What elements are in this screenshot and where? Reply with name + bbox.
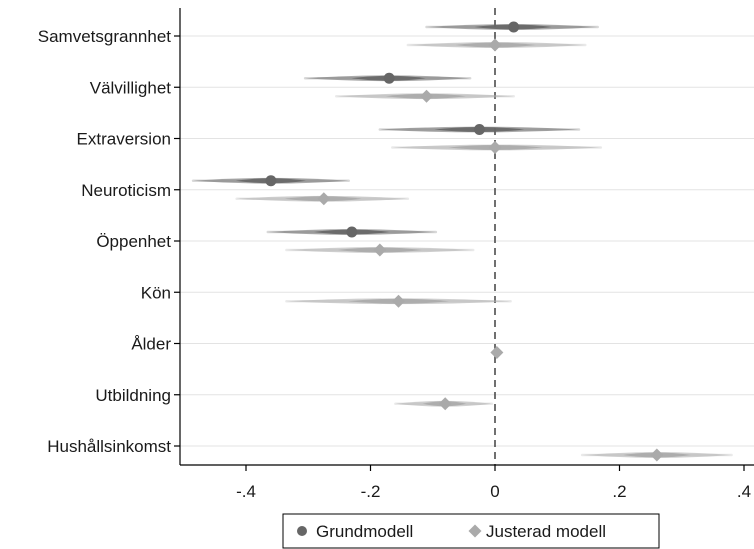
y-tick-label-alder: Ålder [131, 335, 171, 354]
legend-marker-justerad-modell [468, 524, 482, 538]
x-tick-label-0: -.4 [236, 482, 256, 501]
y-tick-label-kon: Kön [141, 283, 171, 302]
legend-label-justerad-modell: Justerad modell [486, 522, 606, 541]
marker-grundmodell-neuroticism [265, 175, 277, 187]
axes: Samvetsgrannhet Välvillighet Extraversion N… [38, 8, 754, 501]
y-tick-label-valvillighet: Välvillighet [90, 78, 172, 97]
y-tick-label-extraversion: Extraversion [77, 130, 171, 149]
marker-grundmodell-samvetsgrannhet [508, 21, 520, 33]
marker-grundmodell-oppenhet [346, 226, 358, 238]
legend-marker-grundmodell [297, 526, 307, 536]
x-tick-label-4: .4 [737, 482, 751, 501]
y-tick-label-neuroticism: Neuroticism [81, 181, 171, 200]
grid-lines [180, 35, 754, 447]
marker-justerad-modell-samvetsgrannhet [488, 38, 502, 52]
marker-justerad-modell-oppenhet [373, 243, 387, 257]
x-tick-label-1: -.2 [361, 482, 381, 501]
marker-justerad-modell-extraversion [488, 141, 502, 154]
marker-justerad-modell-hushallsinkomst [650, 448, 664, 462]
legend-label-grundmodell: Grundmodell [316, 522, 413, 541]
marker-justerad-modell-alder [490, 346, 504, 359]
legend: Grundmodell Justerad modell [282, 513, 660, 549]
x-tick-label-3: .2 [612, 482, 626, 501]
y-tick-label-utbildning: Utbildning [95, 386, 171, 405]
y-tick-label-hushallsinkomst: Hushållsinkomst [47, 437, 171, 456]
marker-justerad-modell-valvillighet [420, 89, 434, 103]
legend-box [282, 513, 660, 549]
marker-grundmodell-extraversion [473, 124, 485, 135]
x-tick-label-2: 0 [490, 482, 499, 501]
marker-justerad-modell-utbildning [438, 397, 452, 411]
marker-grundmodell-valvillighet [383, 72, 395, 84]
marker-justerad-modell-neuroticism [317, 192, 331, 206]
y-tick-label-oppenhet: Öppenhet [96, 232, 171, 251]
y-tick-label-samvetsgrannhet: Samvetsgrannhet [38, 27, 172, 46]
point-estimates [265, 21, 664, 462]
marker-justerad-modell-kon [392, 294, 406, 308]
